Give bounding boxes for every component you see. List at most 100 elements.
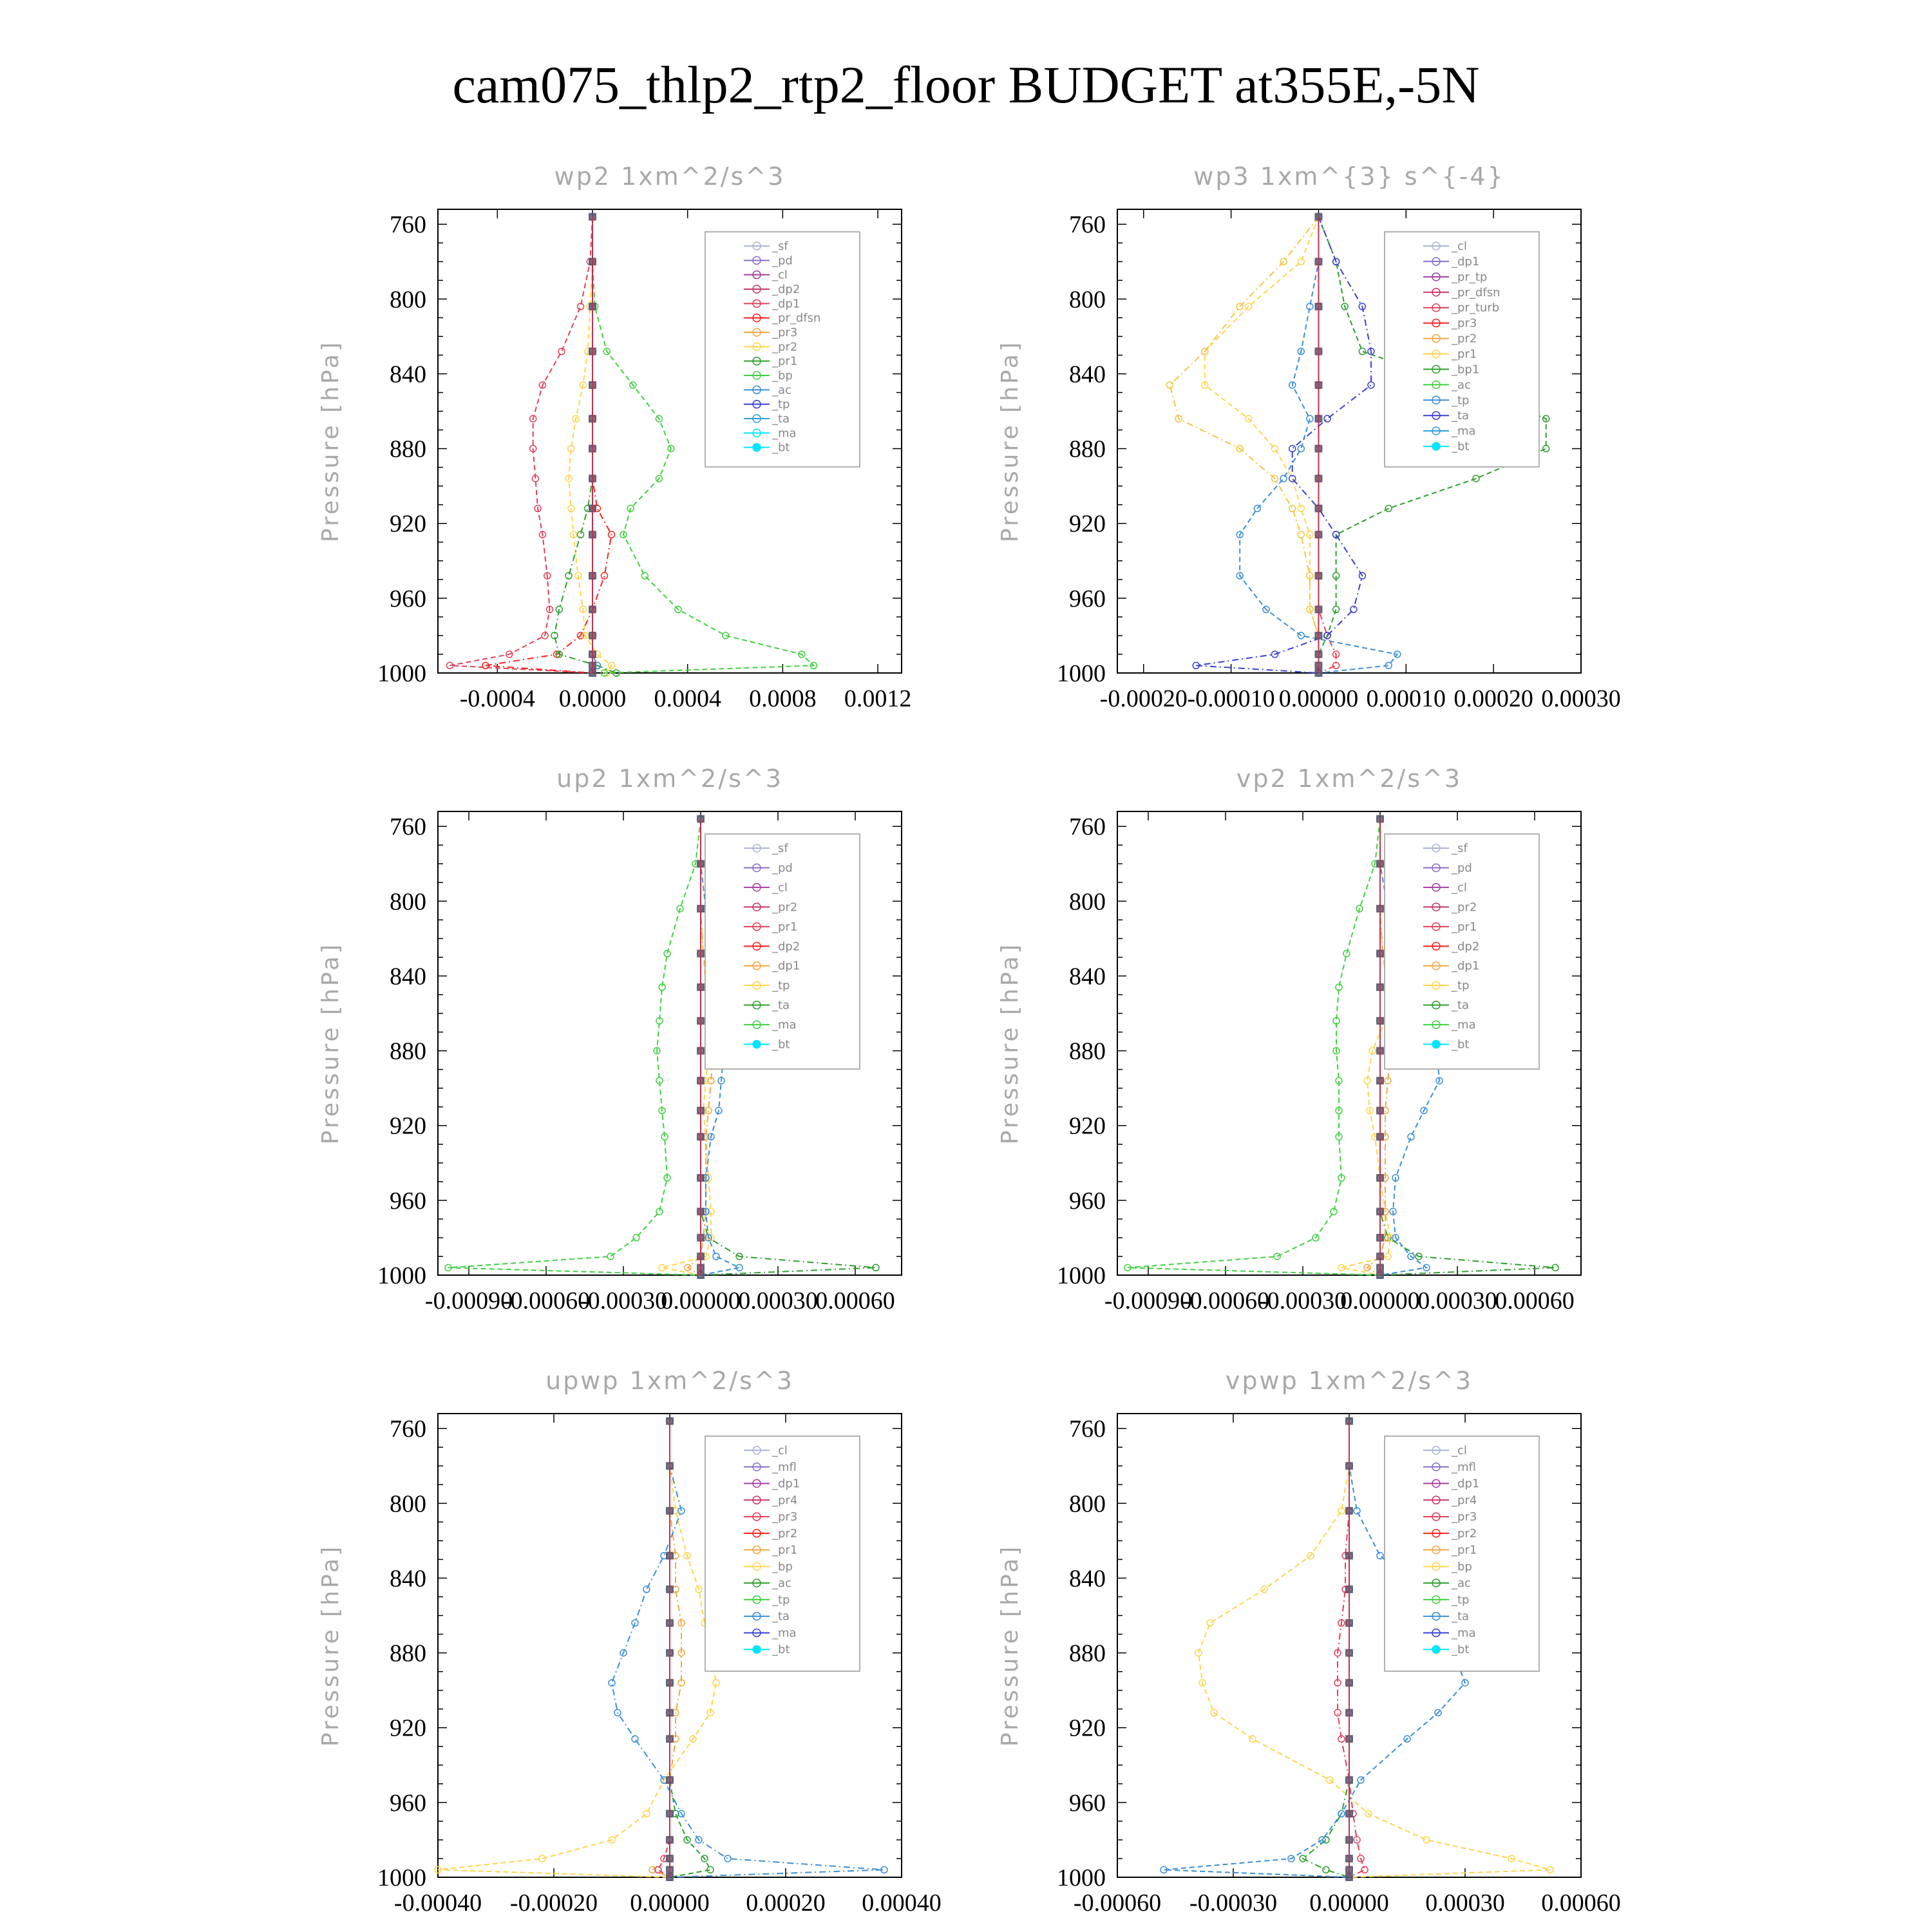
data-point [1367, 381, 1375, 389]
legend-entry: _ma [1451, 1018, 1476, 1032]
series-line-pr_turb [1318, 216, 1337, 674]
legend-entry: _mfl [1451, 1461, 1476, 1474]
legend-marker [752, 256, 761, 265]
data-point [677, 1679, 685, 1687]
x-tick-label: 0.00000 [661, 1287, 741, 1314]
chart-panel-5: upwp 1xm^2/s^3 Pressure [hPa] 760 800 840 880… [317, 1367, 942, 1917]
data-point [1387, 1234, 1394, 1242]
x-tick-label: 0.00060 [1541, 1889, 1621, 1917]
legend-entry: _bt [1451, 440, 1469, 453]
y-tick-label: 960 [1069, 1188, 1106, 1215]
legend-entry: _pr4 [772, 1493, 797, 1507]
data-point [545, 605, 554, 614]
data-point [1297, 258, 1305, 266]
legend-entry: _pr1 [772, 920, 797, 934]
plot-frame [1117, 209, 1582, 674]
legend-marker [752, 1595, 761, 1604]
legend-entry: _ma [772, 1018, 797, 1032]
y-tick-label: 840 [1069, 1565, 1106, 1592]
legend-marker [752, 328, 761, 337]
data-point [529, 444, 537, 453]
data-point [632, 1234, 640, 1242]
data-point [1423, 1836, 1430, 1844]
legend-marker [752, 1545, 761, 1555]
series-line-tp [1163, 1421, 1466, 1878]
x-tick-label: 0.00030 [1541, 685, 1621, 712]
data-point [656, 1208, 663, 1216]
legend-entry: _dp1 [1451, 1477, 1479, 1491]
data-point [1435, 1077, 1443, 1084]
data-point [676, 905, 684, 913]
legend-entry: _pr1 [772, 355, 797, 368]
data-point [555, 650, 564, 658]
legend-entry: _pr1 [1451, 348, 1477, 361]
data-point [663, 949, 671, 958]
legend-entry: _mfl [772, 1461, 797, 1474]
x-tick-label: -0.00060 [1182, 1287, 1269, 1314]
data-point [446, 661, 454, 670]
series-line-pr4 [1337, 1421, 1366, 1878]
y-tick-label: 920 [1069, 1113, 1106, 1140]
legend-entry: _pr3 [1451, 317, 1477, 330]
data-point [608, 1836, 616, 1844]
data-point [1288, 444, 1296, 453]
data-point [1273, 1253, 1281, 1260]
data-point [1306, 531, 1314, 538]
data-point [1280, 475, 1287, 482]
data-point [1236, 531, 1244, 538]
legend-entry: _cl [1451, 1444, 1467, 1457]
x-tick-label: -0.00030 [1189, 1889, 1277, 1917]
data-point [576, 303, 585, 310]
legend-box [1384, 833, 1540, 1070]
x-tick-label: 0.00060 [815, 1287, 895, 1314]
data-point [1353, 1507, 1361, 1515]
legend-marker [752, 1645, 761, 1654]
data-point [724, 1855, 732, 1862]
legend-marker [1432, 844, 1441, 853]
y-tick-label: 1000 [377, 1864, 426, 1891]
data-point [1307, 1551, 1314, 1560]
data-point [649, 1866, 656, 1874]
legend-entry: _cl [772, 1444, 788, 1457]
series-line-dp2 [448, 819, 701, 1276]
legend-entry: _pr2 [1451, 900, 1477, 914]
legend-marker [1432, 883, 1441, 892]
data-point [1358, 347, 1367, 355]
legend-marker [752, 1463, 761, 1472]
data-point [538, 381, 547, 389]
data-point [1403, 1735, 1411, 1743]
data-point [712, 1679, 720, 1687]
y-tick-label: 960 [1069, 1790, 1106, 1817]
legend-entry: _bp [1451, 1560, 1472, 1573]
data-point [506, 650, 513, 658]
legend-entry: _dp2 [772, 940, 800, 953]
data-point [1306, 605, 1314, 614]
legend-entry: _cl [772, 269, 788, 282]
legend-marker [752, 922, 761, 931]
y-tick-label: 1000 [377, 1262, 426, 1289]
data-point [607, 661, 616, 670]
legend-marker [1432, 1512, 1441, 1521]
y-tick-label: 880 [390, 1640, 426, 1667]
y-axis-label: Pressure [hPa] [997, 340, 1023, 542]
data-point [1332, 572, 1340, 580]
data-point [558, 347, 565, 355]
legend-entry: _pr1 [1451, 920, 1477, 934]
data-point [574, 572, 582, 580]
data-point [663, 1174, 671, 1182]
y-tick-label: 880 [1069, 436, 1106, 463]
legend-marker [1432, 318, 1441, 328]
legend-entry: _pr1 [1451, 1544, 1477, 1557]
legend-entry: _ma [1451, 1626, 1476, 1640]
data-point [735, 1253, 743, 1260]
y-tick-label: 760 [390, 1416, 426, 1443]
x-tick-label: 0.0008 [749, 685, 817, 712]
data-point [1335, 983, 1343, 991]
data-point [434, 1866, 442, 1874]
y-tick-label: 840 [390, 963, 426, 990]
legend-marker [752, 1446, 761, 1455]
data-point [551, 632, 558, 639]
legend-entry: _sf [772, 240, 788, 253]
data-point [567, 444, 575, 453]
x-tick-label: 0.00010 [1367, 685, 1446, 712]
